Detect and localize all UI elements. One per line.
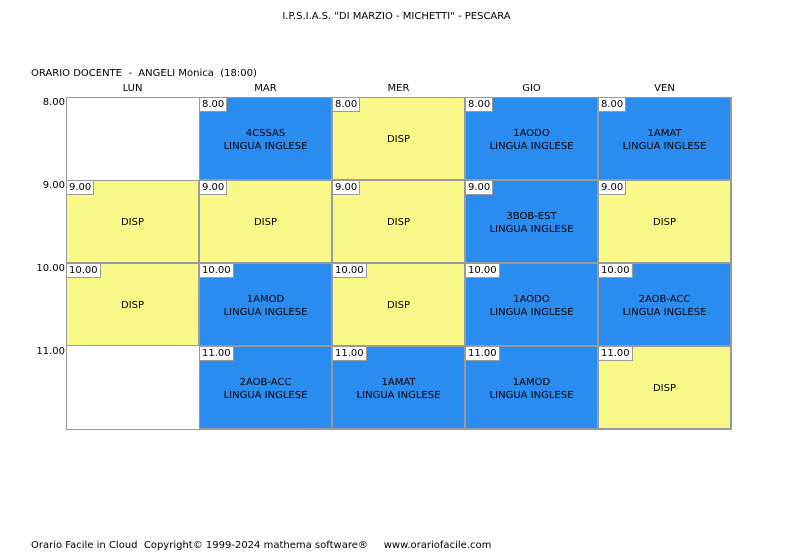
- subject-name: LINGUA INGLESE: [489, 306, 574, 318]
- hour-label: 10.00: [36, 263, 65, 274]
- disp-label: DISP: [386, 217, 411, 228]
- availability-slot[interactable]: 11.00 DISP: [598, 346, 731, 429]
- subject-name: LINGUA INGLESE: [622, 306, 707, 318]
- availability-slot[interactable]: 9.00 DISP: [199, 180, 332, 263]
- lesson-slot[interactable]: 9.00 3BOB-EST LINGUA INGLESE: [465, 180, 598, 263]
- slot-start-time: 10.00: [67, 264, 101, 278]
- day-header-mer: MER: [387, 83, 410, 94]
- day-header-gio: GIO: [522, 83, 541, 94]
- class-code: 2AOB-ACC: [239, 376, 292, 388]
- lesson-slot[interactable]: 8.00 1AMAT LINGUA INGLESE: [598, 97, 731, 180]
- subject-name: LINGUA INGLESE: [489, 223, 574, 235]
- availability-slot[interactable]: 9.00 DISP: [332, 180, 465, 263]
- slot-start-time: 8.00: [599, 98, 627, 112]
- class-code: 1AODO: [513, 127, 550, 139]
- hour-label: 11.00: [36, 346, 65, 357]
- lesson-slot[interactable]: 10.00 1AMOD LINGUA INGLESE: [199, 263, 332, 346]
- slot-start-time: 11.00: [333, 347, 367, 361]
- footer-copyright: Orario Facile in Cloud Copyright© 1999-2…: [31, 540, 492, 551]
- teacher-schedule-title: ORARIO DOCENTE - ANGELI Monica (18:00): [31, 68, 257, 79]
- lesson-slot[interactable]: 8.00 4CSSAS LINGUA INGLESE: [199, 97, 332, 180]
- class-code: 3BOB-EST: [506, 210, 557, 222]
- class-code: 4CSSAS: [245, 127, 286, 139]
- slot-start-time: 8.00: [333, 98, 361, 112]
- lesson-slot[interactable]: 11.00 2AOB-ACC LINGUA INGLESE: [199, 346, 332, 429]
- subject-name: LINGUA INGLESE: [223, 389, 308, 401]
- disp-label: DISP: [652, 383, 677, 394]
- class-code: 1AMOD: [512, 376, 551, 388]
- slot-start-time: 8.00: [200, 98, 228, 112]
- school-title: I.P.S.I.A.S. "DI MARZIO - MICHETTI" - PE…: [282, 11, 511, 22]
- disp-label: DISP: [386, 134, 411, 145]
- hour-label: 8.00: [42, 97, 65, 108]
- availability-slot[interactable]: 10.00 DISP: [332, 263, 465, 346]
- disp-label: DISP: [386, 300, 411, 311]
- availability-slot[interactable]: 9.00 DISP: [598, 180, 731, 263]
- disp-label: DISP: [120, 217, 145, 228]
- disp-label: DISP: [253, 217, 278, 228]
- lesson-slot[interactable]: 8.00 1AODO LINGUA INGLESE: [465, 97, 598, 180]
- slot-start-time: 9.00: [599, 181, 627, 195]
- class-code: 1AMAT: [647, 127, 682, 139]
- hour-label: 9.00: [42, 180, 65, 191]
- availability-slot[interactable]: 8.00 DISP: [332, 97, 465, 180]
- lesson-slot[interactable]: 10.00 2AOB-ACC LINGUA INGLESE: [598, 263, 731, 346]
- disp-label: DISP: [652, 217, 677, 228]
- lesson-slot[interactable]: 10.00 1AODO LINGUA INGLESE: [465, 263, 598, 346]
- lesson-slot[interactable]: 11.00 1AMOD LINGUA INGLESE: [465, 346, 598, 429]
- slot-start-time: 11.00: [599, 347, 633, 361]
- slot-start-time: 10.00: [599, 264, 633, 278]
- subject-name: LINGUA INGLESE: [356, 389, 441, 401]
- class-code: 1AMOD: [246, 293, 285, 305]
- slot-start-time: 9.00: [466, 181, 494, 195]
- day-header-lun: LUN: [122, 83, 143, 94]
- slot-start-time: 10.00: [200, 264, 234, 278]
- lesson-slot[interactable]: 11.00 1AMAT LINGUA INGLESE: [332, 346, 465, 429]
- disp-label: DISP: [120, 300, 145, 311]
- class-code: 2AOB-ACC: [638, 293, 691, 305]
- subject-name: LINGUA INGLESE: [489, 140, 574, 152]
- class-code: 1AODO: [513, 293, 550, 305]
- timetable-grid: 8.00 4CSSAS LINGUA INGLESE 8.00 DISP 8.00 1AOD…: [66, 97, 732, 430]
- availability-slot[interactable]: 10.00 DISP: [66, 263, 199, 346]
- slot-start-time: 9.00: [200, 181, 228, 195]
- slot-start-time: 11.00: [200, 347, 234, 361]
- subject-name: LINGUA INGLESE: [489, 389, 574, 401]
- slot-start-time: 8.00: [466, 98, 494, 112]
- slot-start-time: 9.00: [333, 181, 361, 195]
- slot-start-time: 10.00: [466, 264, 500, 278]
- subject-name: LINGUA INGLESE: [223, 306, 308, 318]
- subject-name: LINGUA INGLESE: [223, 140, 308, 152]
- availability-slot[interactable]: 9.00 DISP: [66, 180, 199, 263]
- slot-start-time: 11.00: [466, 347, 500, 361]
- slot-start-time: 9.00: [67, 181, 95, 195]
- day-header-mar: MAR: [254, 83, 277, 94]
- class-code: 1AMAT: [381, 376, 416, 388]
- slot-start-time: 10.00: [333, 264, 367, 278]
- subject-name: LINGUA INGLESE: [622, 140, 707, 152]
- day-header-ven: VEN: [654, 83, 675, 94]
